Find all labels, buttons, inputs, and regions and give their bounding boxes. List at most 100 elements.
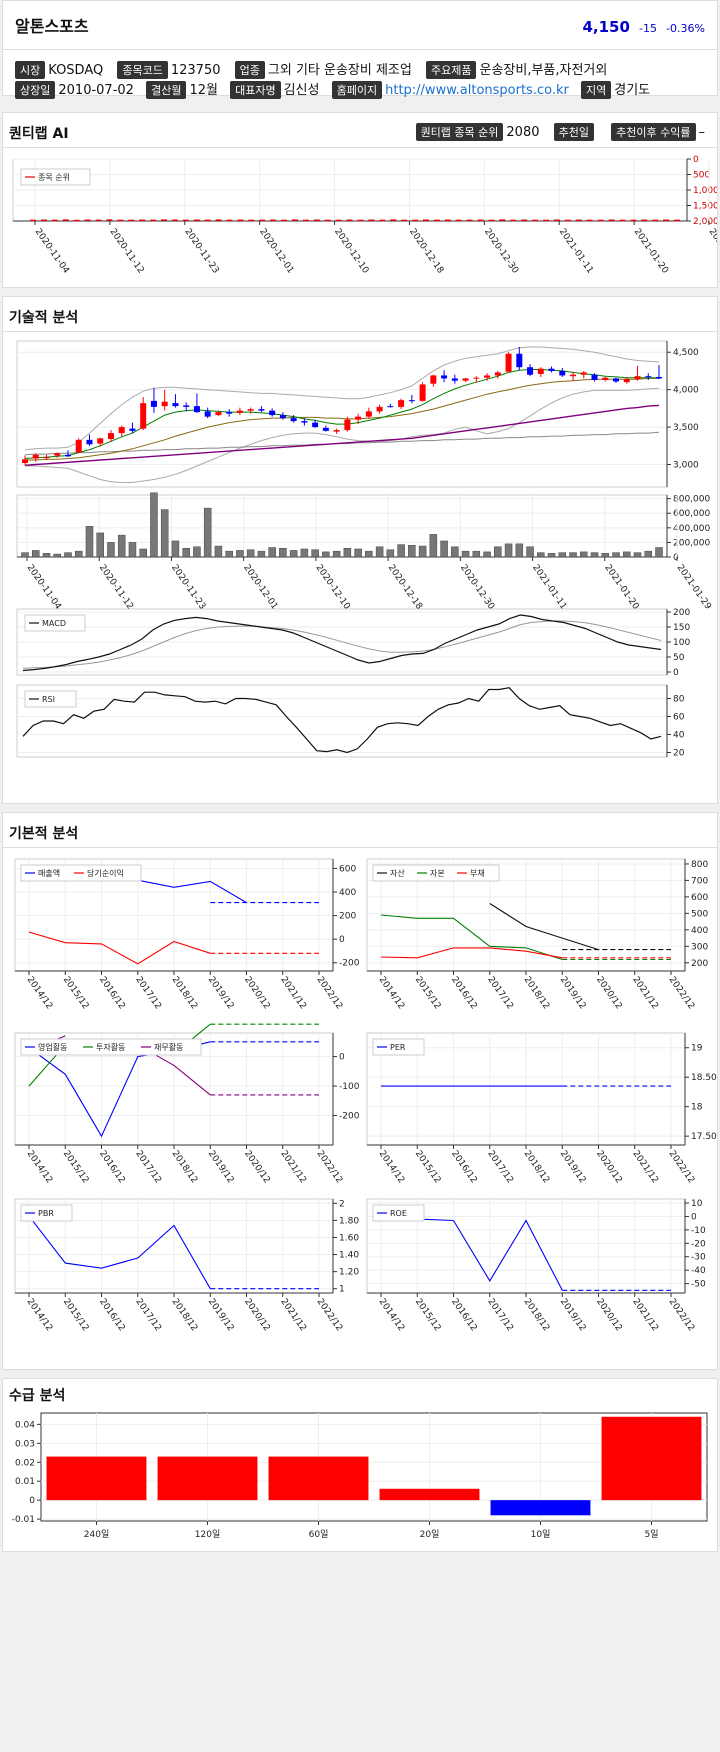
volume-bar [31,550,40,558]
x-tick-label: 2017/12 [485,1149,515,1185]
x-tick-label: 2015/12 [413,1297,443,1333]
y-tick-label: 4,500 [673,348,699,358]
candle-body [494,372,501,376]
y-tick-label: 0.01 [15,1477,35,1487]
rank-bar [128,219,135,222]
volume-bar [257,550,266,558]
y-tick-label: -200 [339,959,360,969]
rank-bar [324,219,331,222]
supply-bar [46,1456,147,1501]
plot-frame [16,340,668,488]
volume-bar [408,545,416,558]
volume-bar [451,546,459,558]
y-tick-label: 0 [339,935,345,945]
rank-bar [30,219,36,222]
y-tick-label: 0.03 [15,1439,35,1449]
rsi-line [22,687,662,754]
x-tick-label: 2018/12 [170,975,200,1011]
candle-body [279,415,286,419]
x-tick-label: 2014/12 [25,1149,55,1185]
header-divider [3,49,717,50]
x-tick-label: 2016/12 [97,975,127,1011]
rank-bar [488,219,495,222]
y-tick-label: 0 [691,1212,697,1222]
rank-bar [73,219,80,222]
legend-box [372,864,500,882]
volume-bar [128,542,137,558]
x-tick-label: 2016/12 [449,1149,479,1185]
y-tick-label: -20 [691,1239,706,1249]
tag-rec-date: 추천일 [553,123,595,141]
rank-bar [237,219,244,222]
tag-market: 시장 [15,61,46,79]
rank-bar [652,219,659,222]
volume-bar [21,552,29,558]
candle-body [43,457,50,459]
volume-bar [343,547,352,558]
x-tick-label: 2020/12 [242,975,272,1011]
rank-bar [150,219,157,222]
candle-body [107,433,114,440]
rank-bar [259,219,266,222]
volume-bar [644,550,653,558]
y-tick-label: 10 [691,1199,703,1209]
value-products: 운송장비,부품,자전거외 [479,63,608,78]
supply-chart: -0.01 0 0.01 0.02 0.03 0.04 240일 120일 60일 20일 10일 5… [12,1412,708,1540]
y-tick-label: -40 [691,1266,706,1276]
volume-bar [182,547,190,558]
tag-rec-return: 추천이후 수익률 [611,123,696,141]
quant-divider [3,147,717,148]
candle-body [183,405,190,407]
rank-bar [674,219,680,222]
volume-bar [365,550,373,558]
candle-body [441,375,448,379]
rank-bar [422,219,429,222]
x-tick-label: 2015/12 [413,975,443,1011]
volume-bar [53,553,61,558]
x-tick-label: 2021-01-11 [530,563,568,612]
volume-bar [354,548,362,558]
tag-code: 종목코드 [117,61,168,79]
x-tick-label: 2018/12 [522,1149,552,1185]
rank-bar [302,219,309,222]
y-tick-label: 0.02 [15,1458,35,1468]
y-tick-label: -10 [691,1226,706,1236]
x-tick-label: 2022/12 [667,1149,697,1185]
x-tick-label: 2021/12 [278,975,308,1011]
volume-bar [515,543,524,558]
volume-bar [429,534,438,558]
x-tick-label: 2016/12 [97,1297,127,1333]
legend-box [372,1038,425,1056]
y-tick-label: 1,500 [693,202,717,212]
legend-label: RSI [42,695,55,704]
x-tick-label: 5일 [644,1529,658,1540]
rank-bar [553,219,560,222]
x-tick-label: 2020-12-01 [241,563,279,612]
homepage-link[interactable]: http://www.altonsports.co.kr [385,83,569,98]
candle-body [204,411,211,417]
candle-body [64,454,71,457]
y-tick-label: 400 [691,926,708,936]
rank-bar [619,219,626,222]
y-tick-label: 0 [693,155,699,165]
candle-body [22,459,28,464]
rank-bar [160,219,167,221]
y-tick-label: 100 [673,638,690,648]
tag-homepage: 홈페이지 [331,81,383,99]
volume-bar [279,547,287,558]
legend-box [24,690,77,708]
x-tick-label: 2015/12 [61,1149,91,1185]
balance-series-line [380,914,563,961]
volume-bar [547,553,556,558]
fundamental-divider [3,847,717,848]
legend-label: 영업활동 [38,1042,67,1052]
stock-price-group: 4,150 -15 -0.36% [582,17,705,36]
y-tick-label: 50 [673,653,685,663]
rank-bar [543,219,550,222]
volume-bar [311,549,319,558]
volume-bar [96,532,104,558]
x-tick-label: 2019/12 [558,975,588,1011]
tag-rank: 퀀티랩 종목 순위 [415,123,504,141]
legend-label: 부채 [470,868,485,878]
candle-body [645,376,652,378]
